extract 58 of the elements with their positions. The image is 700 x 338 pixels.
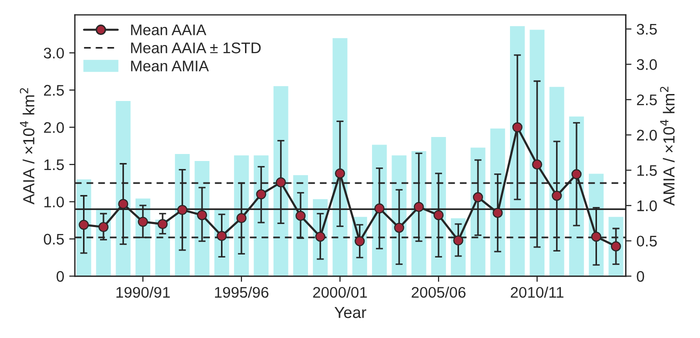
- point: [296, 210, 306, 221]
- point: [78, 220, 89, 230]
- y-tick-label: 0.5: [44, 234, 64, 245]
- legend-label: Mean AAIA: [131, 24, 206, 36]
- x-axis-title: Year: [334, 306, 366, 318]
- point: [354, 236, 365, 246]
- x-tick-label: 2010/11: [510, 286, 564, 298]
- point: [394, 222, 404, 233]
- bar: [528, 28, 546, 276]
- point: [315, 232, 326, 242]
- point: [610, 241, 622, 252]
- point: [138, 216, 148, 227]
- bar: [114, 100, 132, 276]
- legend-label: Mean AMIA: [131, 60, 209, 72]
- y2-tick-label: 0: [636, 271, 644, 282]
- point: [414, 202, 424, 212]
- point: [236, 213, 247, 224]
- point: [512, 122, 522, 132]
- x-tick-label: 2005/06: [412, 286, 466, 298]
- y-tick-label: 1.0: [44, 196, 64, 208]
- x-tick-label: 1995/96: [215, 286, 268, 298]
- point: [216, 230, 227, 242]
- point: [118, 198, 128, 210]
- point: [374, 203, 384, 214]
- y2-tick-label: 0.5: [636, 236, 657, 247]
- y-tick-label: 1.5: [44, 160, 64, 170]
- point: [158, 218, 168, 230]
- point: [472, 192, 484, 202]
- y2-tick-label: 3.0: [636, 59, 657, 70]
- x-tick-label: 1990/91: [116, 286, 170, 298]
- point: [532, 159, 542, 170]
- point: [98, 222, 109, 232]
- y-tick-label: 2.5: [44, 84, 64, 96]
- y2-axis-title: AMIA / ×10$^{4}$ km$^{2}$: [660, 86, 675, 206]
- point: [492, 208, 503, 218]
- point: [433, 210, 444, 220]
- y2-tick-label: 1.0: [637, 200, 657, 212]
- y-tick-label: 0: [56, 271, 64, 282]
- legend-label: Mean AAIA ± 1STD: [131, 42, 261, 54]
- x-tick-label: 2000/01: [313, 286, 367, 298]
- y-tick-label: 2.0: [44, 122, 64, 133]
- point: [276, 177, 286, 188]
- point: [453, 235, 464, 246]
- y2-tick-label: 2.0: [636, 130, 657, 141]
- point: [571, 169, 582, 180]
- y2-tick-label: 3.5: [636, 24, 657, 35]
- point: [334, 168, 346, 178]
- point: [552, 190, 562, 201]
- y-tick-label: 3.0: [44, 48, 64, 59]
- bar: [272, 84, 290, 276]
- y2-tick-label: 2.5: [636, 94, 657, 106]
- y-axis-title: AAIA / ×10$^{4}$ km$^{2}$: [20, 88, 34, 204]
- point: [196, 210, 208, 220]
- bar: [508, 24, 526, 276]
- point: [177, 204, 188, 215]
- y2-tick-label: 1.5: [637, 165, 657, 176]
- point: [256, 189, 266, 200]
- point: [591, 232, 602, 242]
